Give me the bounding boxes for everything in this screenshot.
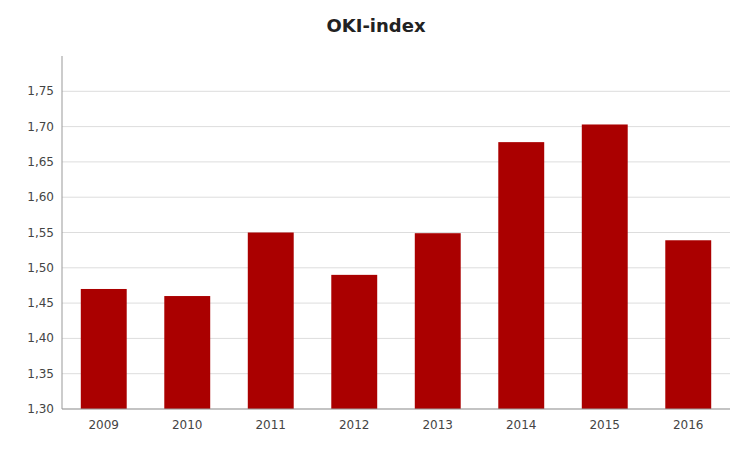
y-tick-label: 1,65 [27, 155, 54, 169]
bar [164, 296, 210, 409]
y-tick-label: 1,50 [27, 261, 54, 275]
x-tick-label: 2009 [88, 418, 119, 432]
grid-line [62, 126, 730, 127]
y-tick-label: 1,40 [27, 331, 54, 345]
grid-line [62, 338, 730, 339]
chart-container: OKI-index 1,30 1,35 1,40 1,45 1,50 1,55 1,60 1,6… [0, 0, 752, 451]
chart-svg: OKI-index 1,30 1,35 1,40 1,45 1,50 1,55 1,60 1,6… [0, 0, 752, 451]
bar [415, 233, 461, 409]
bar [81, 289, 127, 409]
grid-line [62, 197, 730, 198]
grid [62, 91, 730, 409]
y-tick-label: 1,45 [27, 296, 54, 310]
grid-line [62, 373, 730, 374]
y-tick-label: 1,70 [27, 120, 54, 134]
x-tick-label: 2016 [673, 418, 704, 432]
grid-line [62, 267, 730, 268]
y-tick-label: 1,75 [27, 84, 54, 98]
grid-line [62, 91, 730, 92]
title: OKI-index [326, 15, 425, 36]
x-tick-label: 2014 [506, 418, 537, 432]
bar [498, 142, 544, 409]
grid-line [62, 409, 730, 410]
y-axis-line [62, 56, 63, 409]
x-tick-label: 2010 [172, 418, 203, 432]
grid-line [62, 232, 730, 233]
bar [331, 275, 377, 409]
y-tick-label: 1,60 [27, 190, 54, 204]
x-axis-line [62, 409, 730, 410]
y-tick-label: 1,55 [27, 226, 54, 240]
x-tick-label: 2012 [339, 418, 370, 432]
bar [248, 233, 294, 410]
y-tick-label: 1,35 [27, 367, 54, 381]
bar [582, 124, 628, 409]
x-tick-label: 2011 [255, 418, 286, 432]
bars [81, 124, 711, 409]
grid-line [62, 303, 730, 304]
grid-line [62, 161, 730, 162]
y-tick-label: 1,30 [27, 402, 54, 416]
bar [665, 240, 711, 409]
x-tick-label: 2015 [589, 418, 620, 432]
x-tick-label: 2013 [422, 418, 453, 432]
